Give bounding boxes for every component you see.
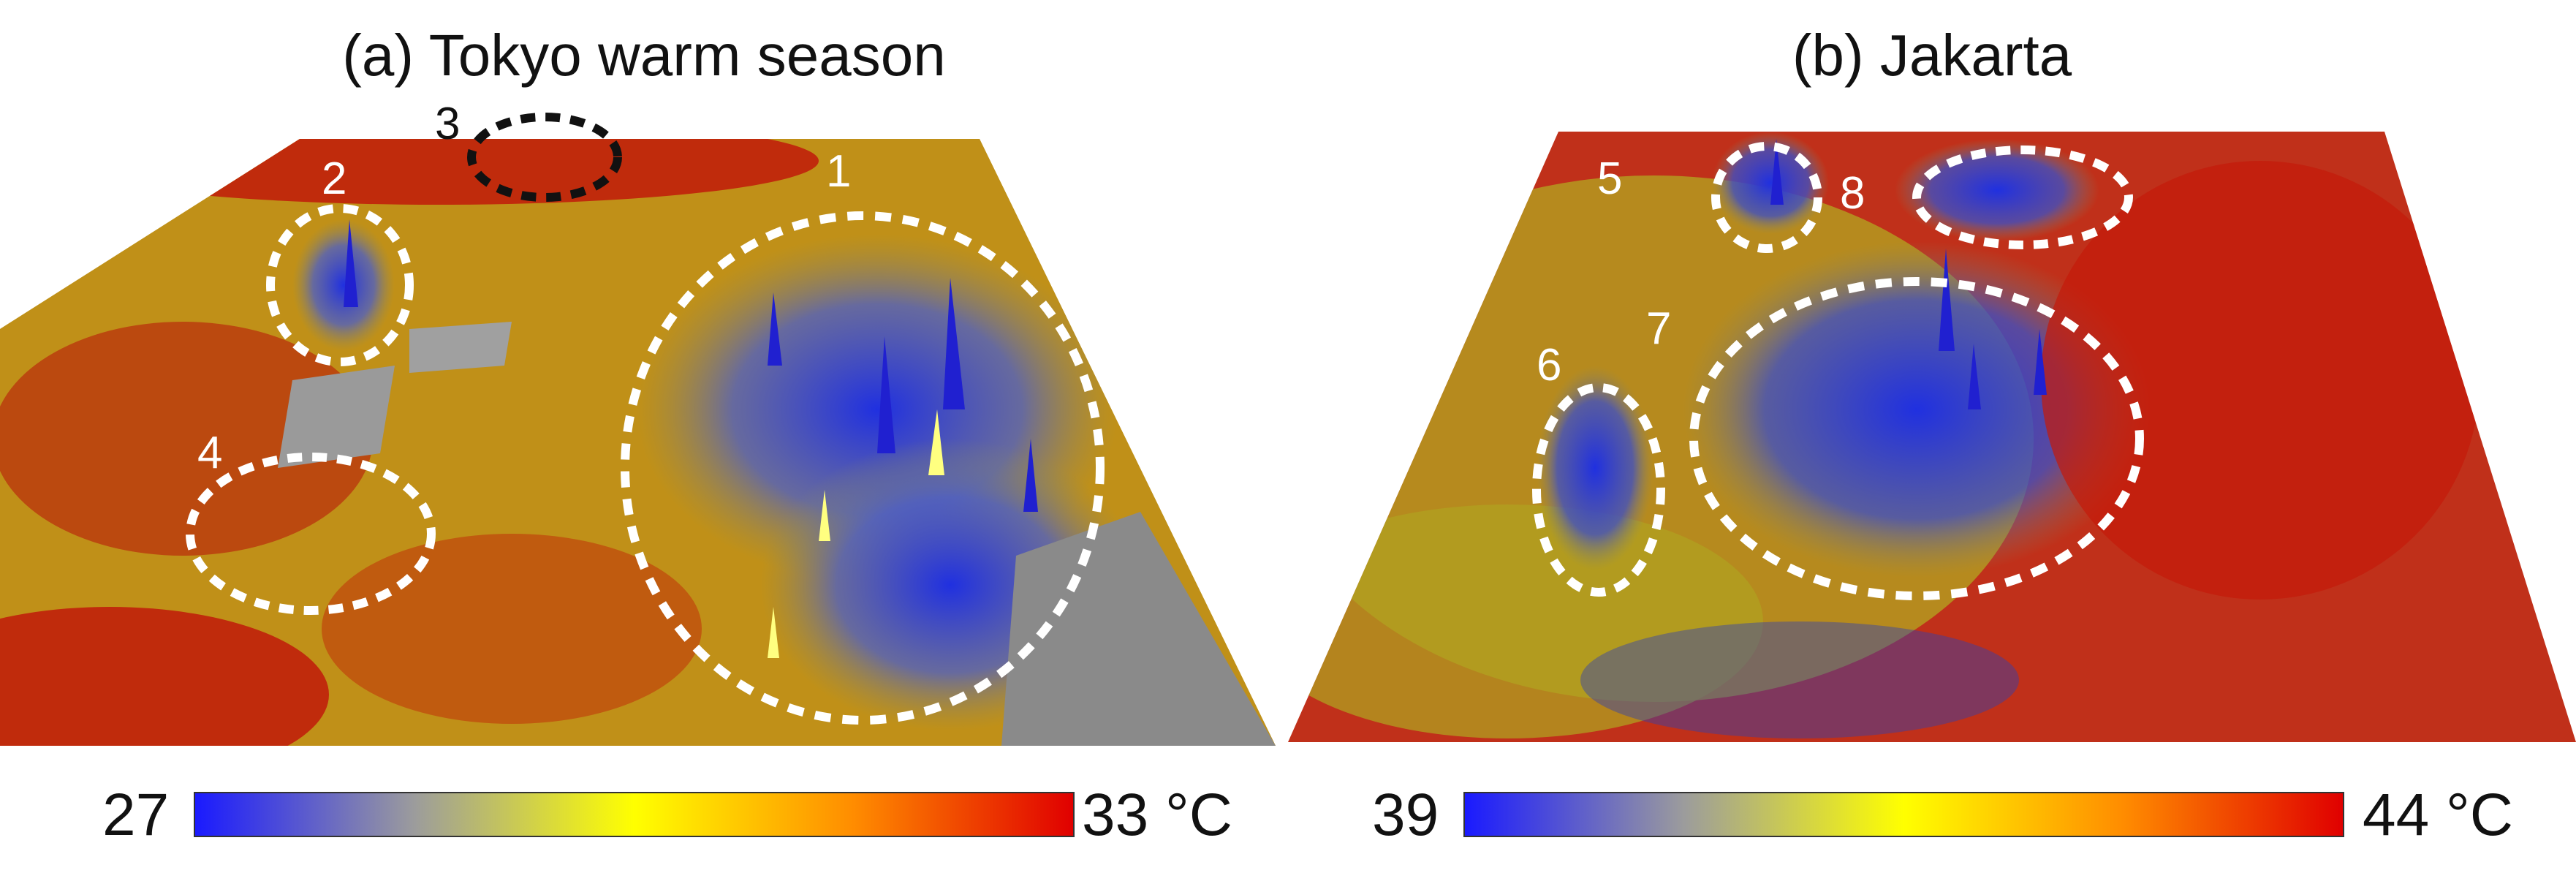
region-markers: 1 2 3 4 [186,99,1105,725]
region-7-label: 7 [1646,303,1671,354]
region-8-circle [1912,146,2133,249]
colorbar-row: 39 44 °C [1288,779,2576,852]
region-6-circle [1532,383,1665,597]
region-7-circle [1689,277,2144,600]
region-6-label: 6 [1537,340,1561,390]
region-1-circle [621,211,1105,725]
colorbar-min-label: 27 [102,782,170,848]
colorbar-row: 27 33 °C [0,779,1288,852]
surface-texture [0,139,1276,746]
panel-title: (b) Jakarta [1792,23,2072,88]
region-2-circle [266,204,414,366]
region-2-label: 2 [322,154,346,204]
temperature-surface-tokyo: 1 2 3 4 [0,99,1276,746]
region-3-circle [467,113,622,202]
colorbar-min-label: 39 [1372,782,1439,848]
region-markers: 5 6 7 8 [1532,142,2144,600]
colorbar-max-label: 33 °C [1082,782,1233,848]
region-5-label: 5 [1597,154,1622,204]
region-1-label: 1 [826,146,851,197]
region-5-circle [1711,142,1822,253]
temperature-surface-jakarta: 5 6 7 8 [1288,132,2576,742]
colorbar [194,792,1075,837]
region-4-label: 4 [197,428,222,478]
colorbar-max-label: 44 °C [2363,782,2514,848]
panel-tokyo: (a) Tokyo warm season [0,23,1288,852]
panel-title: (a) Tokyo warm season [342,23,946,88]
colorbar [1463,792,2344,837]
region-3-label: 3 [435,99,460,149]
region-4-circle [186,453,436,615]
panel-jakarta: (b) Jakarta [1288,0,2576,873]
region-8-label: 8 [1840,168,1865,219]
